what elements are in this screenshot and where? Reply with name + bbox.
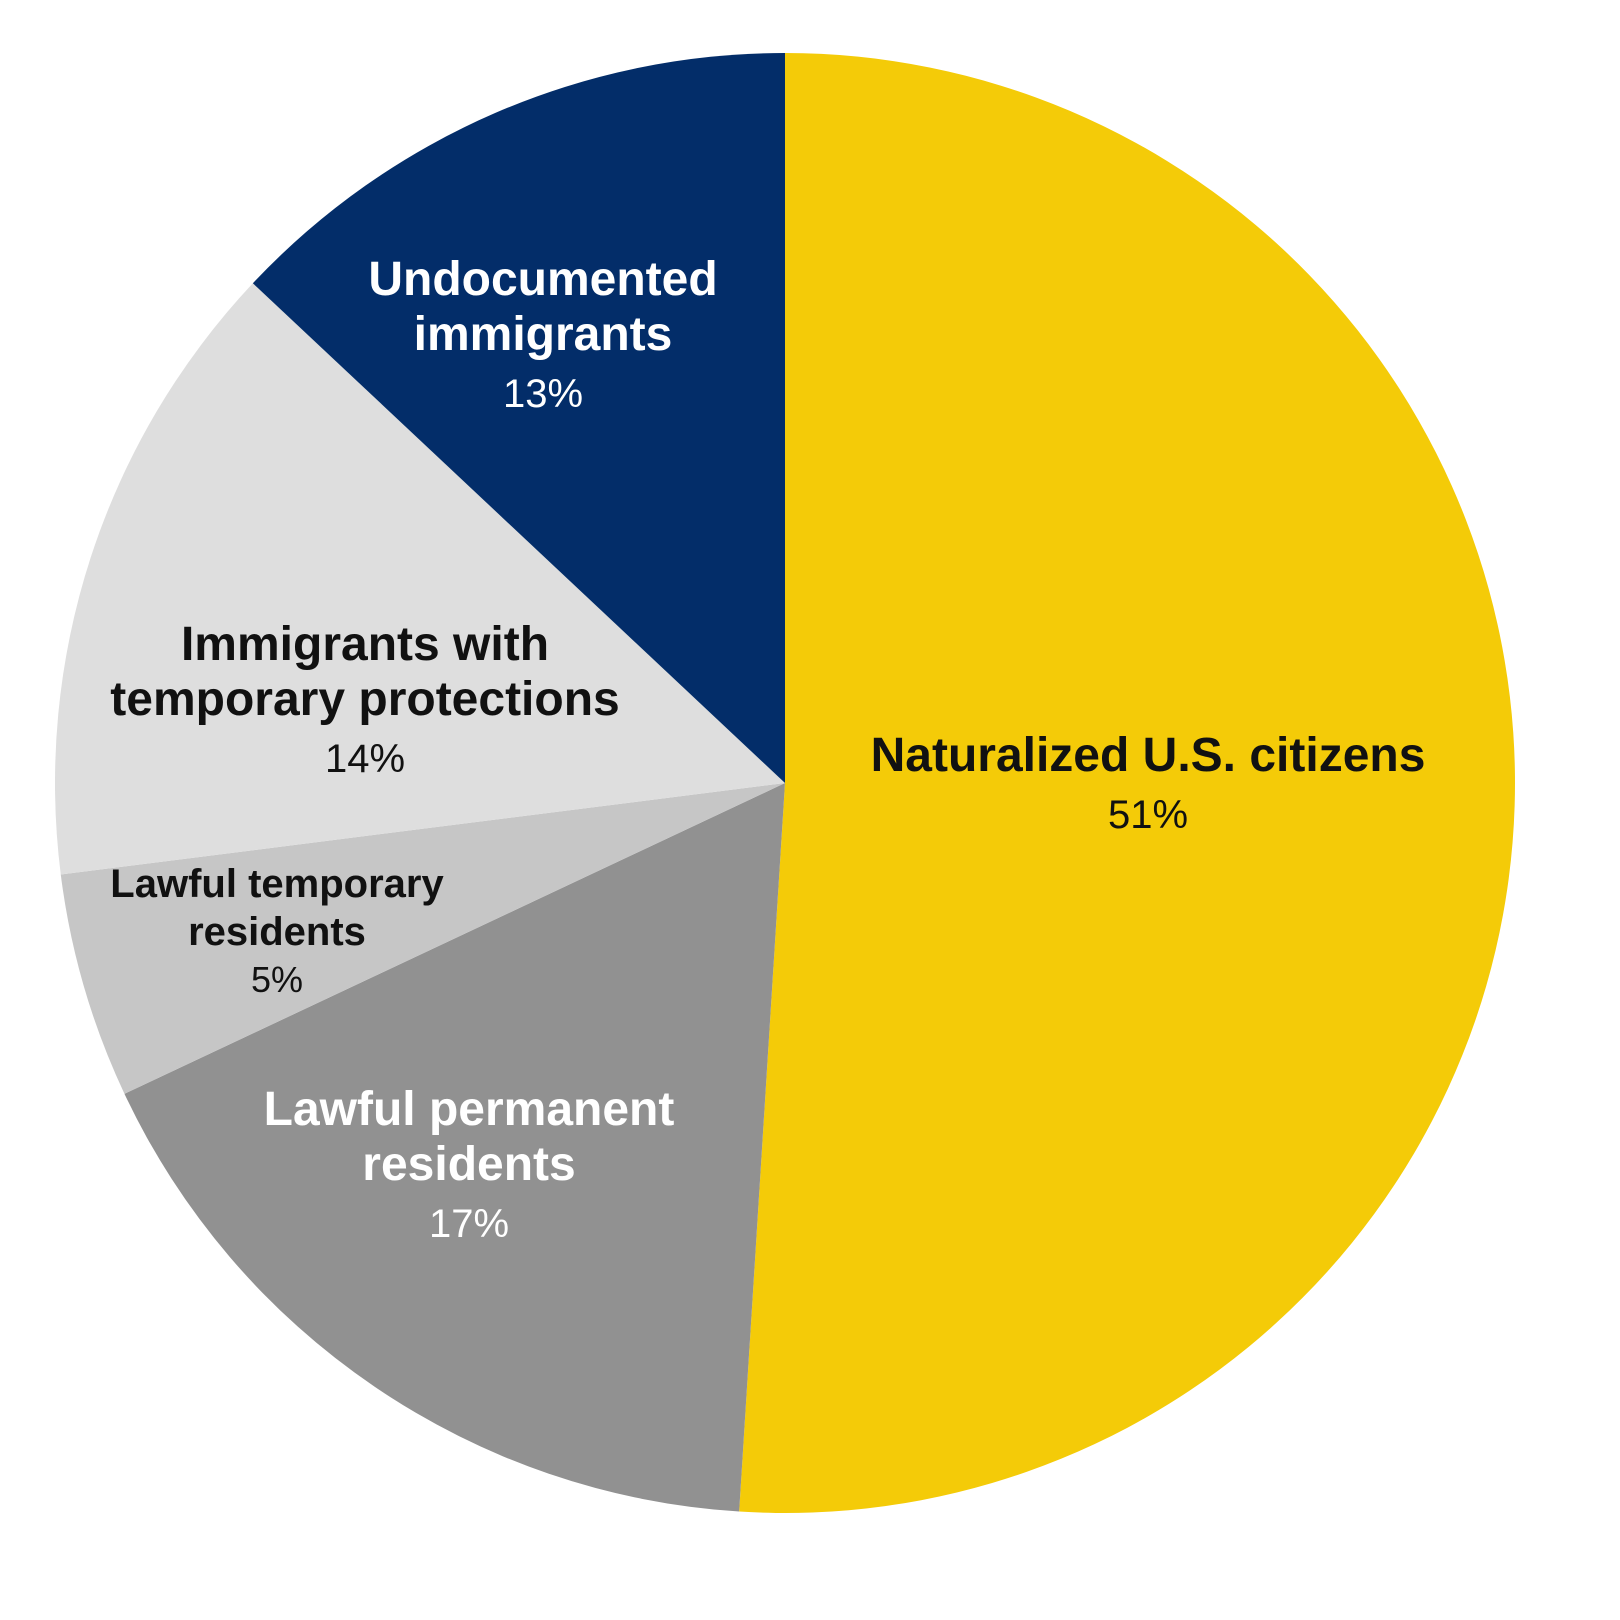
value-label: 51% (1107, 793, 1189, 837)
slice-label: Lawful permanent residents 17% (234, 1082, 704, 1244)
slice-label: Lawful temporary residents 5% (77, 860, 477, 998)
value-label: 13% (502, 372, 584, 416)
value-label: 14% (324, 737, 406, 781)
category-label: Naturalized U.S. citizens (870, 729, 1426, 782)
value-label: 17% (428, 1202, 510, 1246)
slice-label: Undocumented immigrants 13% (343, 252, 743, 414)
pie-slice (54, 283, 785, 875)
pie-slice (739, 53, 1515, 1513)
pie-slice (124, 783, 785, 1512)
pie-slice (60, 783, 785, 1094)
category-label: Immigrants with temporary protections (110, 618, 620, 726)
category-label: Lawful temporary residents (110, 862, 444, 954)
category-label: Undocumented immigrants (368, 253, 718, 361)
category-label: Lawful permanent residents (263, 1083, 675, 1191)
slice-label: Naturalized U.S. citizens 51% (788, 728, 1508, 835)
pie-slice (252, 53, 785, 783)
value-label: 5% (250, 959, 304, 1000)
slice-label: Immigrants with temporary protections 14% (70, 617, 660, 779)
